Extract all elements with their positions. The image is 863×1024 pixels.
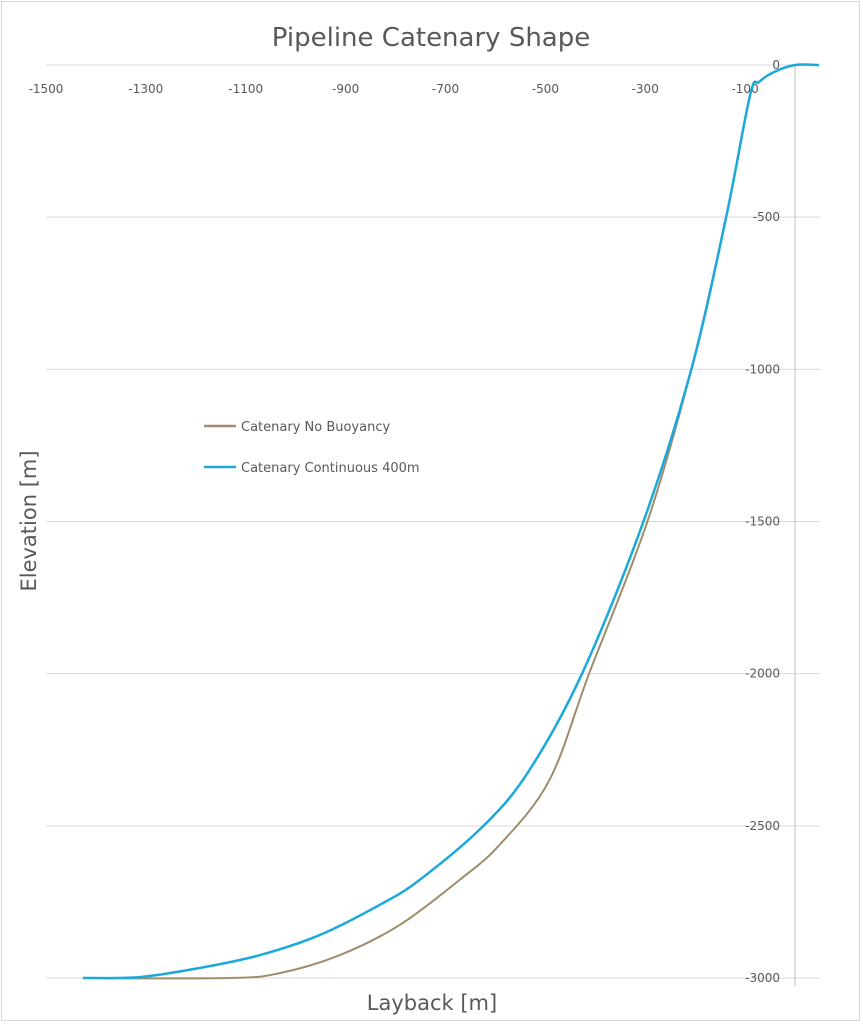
x-tick-label: -1500 — [29, 82, 64, 96]
x-tick-label: -500 — [532, 82, 559, 96]
x-tick-label: -100 — [731, 82, 758, 96]
y-tick-label: -1500 — [745, 515, 780, 529]
chart-title: Pipeline Catenary Shape — [272, 23, 590, 53]
x-axis-label: Layback [m] — [367, 991, 497, 1015]
y-tick-label: -3000 — [745, 971, 780, 985]
legend-label: Catenary Continuous 400m — [241, 461, 420, 476]
x-tick-label: -1100 — [228, 82, 263, 96]
series-line-continuous-400m — [82, 63, 820, 980]
x-tick-label: -900 — [332, 82, 359, 96]
y-tick-label: -2500 — [745, 819, 780, 833]
x-tick-label: -700 — [432, 82, 459, 96]
y-tick-label: -2000 — [745, 667, 780, 681]
y-tick-label: 0 — [772, 58, 780, 72]
y-tick-label: -1000 — [745, 362, 780, 376]
legend-label: Catenary No Buoyancy — [241, 420, 390, 435]
x-tick-label: -300 — [632, 82, 659, 96]
y-axis-label: Elevation [m] — [17, 450, 41, 591]
y-tick-label: -500 — [753, 210, 780, 224]
x-tick-label: -1300 — [128, 82, 163, 96]
